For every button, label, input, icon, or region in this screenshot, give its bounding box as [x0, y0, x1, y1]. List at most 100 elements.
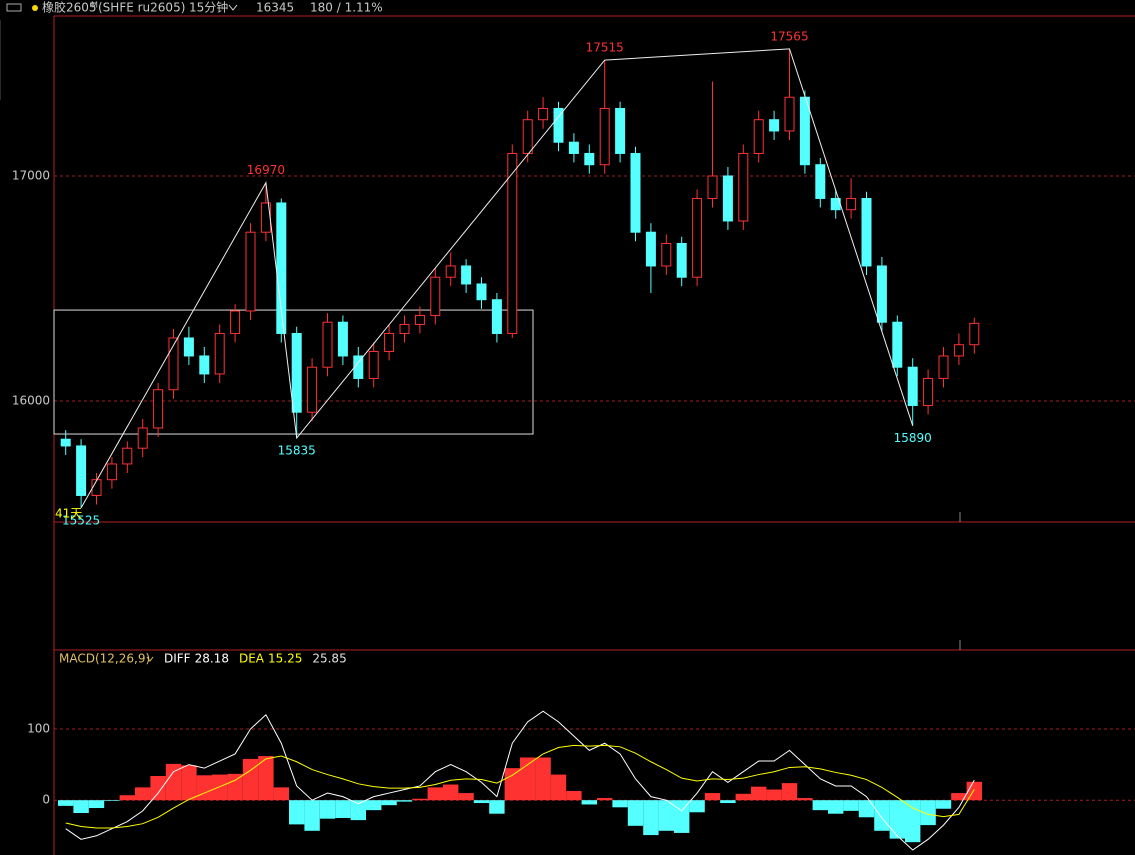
candle-body — [461, 265, 472, 285]
macd-bar — [812, 800, 828, 811]
macd-bar — [381, 800, 397, 806]
pivot-label: 16970 — [247, 163, 285, 177]
period[interactable]: 15分钟 — [189, 0, 228, 15]
candle-body — [384, 332, 395, 352]
macd-bar — [88, 800, 105, 809]
candle-body — [722, 175, 733, 222]
legend-name: DEA — [239, 652, 265, 666]
candle-body — [322, 321, 333, 368]
candle-body — [183, 337, 194, 357]
macd-title: MACD(12,26,9) — [59, 652, 150, 666]
macd-bar — [412, 798, 428, 801]
macd-line — [65, 744, 975, 829]
macd-line — [65, 710, 975, 851]
candle-body — [846, 197, 857, 211]
macd-bar — [443, 784, 459, 801]
candle-body — [353, 355, 364, 379]
candle-body — [815, 164, 826, 199]
macd-bar — [597, 798, 613, 801]
macd-bar — [489, 800, 505, 814]
macd-bar — [304, 800, 320, 831]
macd-bar — [781, 783, 798, 801]
candle-body — [245, 231, 256, 312]
candle-body — [861, 197, 872, 267]
candle-body — [291, 332, 302, 413]
candle-body — [230, 310, 241, 334]
candle-body — [307, 366, 318, 413]
macd-bar — [135, 787, 151, 801]
pivot-label: 15835 — [278, 444, 316, 458]
macd-bar — [658, 800, 674, 831]
macd-bar — [319, 800, 336, 819]
candle-body — [907, 366, 918, 406]
macd-bar — [797, 798, 813, 801]
macd-bar — [181, 765, 197, 801]
macd-bar — [935, 800, 952, 809]
candle-body — [923, 377, 934, 406]
legend-value: 25.85 — [312, 652, 346, 666]
period-dropdown[interactable] — [228, 4, 238, 11]
macd-bar — [165, 763, 182, 801]
pivot-label: 17565 — [770, 29, 808, 43]
last-price: 16345 — [256, 1, 294, 15]
legend-value: 28.18 — [195, 652, 229, 666]
macd-bar — [258, 756, 274, 801]
macd-bar — [535, 757, 551, 801]
pivot-label: 15525 — [62, 513, 100, 527]
candle-body — [784, 96, 795, 132]
macd-bar — [335, 800, 351, 818]
macd-bar — [396, 800, 413, 802]
candle-body — [615, 107, 626, 154]
candle-body — [522, 119, 533, 154]
candle-body — [953, 344, 964, 357]
header-bar — [0, 0, 1135, 16]
macd-bar — [150, 775, 166, 801]
candle-body — [337, 321, 348, 357]
candle-body — [630, 152, 641, 233]
macd-bar — [627, 800, 644, 826]
candle-body — [645, 231, 656, 267]
candle-body — [414, 314, 425, 325]
macd-dropdown[interactable] — [146, 656, 154, 662]
candle-body — [137, 427, 148, 449]
macd-bar — [566, 790, 582, 801]
candle-body — [538, 107, 549, 121]
candle-body — [661, 242, 672, 267]
candle-body — [60, 438, 71, 447]
candle-body — [876, 265, 887, 323]
macd-bar — [350, 800, 366, 821]
macd-bar — [843, 800, 859, 811]
candle-body — [507, 152, 518, 334]
macd-bar — [458, 793, 474, 801]
duration-label: 41天 — [55, 507, 82, 521]
candle-body — [122, 447, 133, 465]
macd-bar — [473, 800, 490, 804]
candle-body — [168, 337, 179, 391]
candle-body — [76, 445, 87, 496]
macd-bar — [520, 757, 536, 801]
macd-bar — [196, 775, 212, 801]
macd-bar — [751, 786, 767, 801]
legend-value: 15.25 — [268, 652, 302, 666]
layout-icon[interactable] — [6, 3, 22, 12]
macd-bar — [504, 768, 520, 801]
macd-bar — [289, 800, 305, 825]
y-tick-label: 16000 — [12, 393, 50, 407]
y-tick-label: 100 — [27, 722, 50, 736]
candle-body — [399, 323, 410, 334]
symbol[interactable]: 橡胶2605 — [42, 0, 97, 15]
macd-bar — [889, 800, 905, 839]
change: 180 / 1.11% — [310, 1, 383, 15]
status-dot — [32, 5, 38, 11]
candle-body — [892, 321, 903, 368]
macd-bar — [104, 800, 120, 801]
candle-body — [769, 119, 780, 132]
macd-bar — [643, 800, 659, 836]
macd-bar — [58, 800, 74, 806]
macd-bar — [720, 800, 736, 804]
candle-body — [214, 332, 225, 375]
candle-body — [692, 197, 703, 278]
pivot-label: 15890 — [894, 431, 932, 445]
